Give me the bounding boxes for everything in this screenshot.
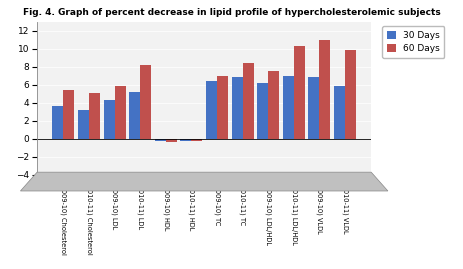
Bar	[333, 86, 344, 139]
Bar	[282, 76, 293, 139]
Bar	[129, 92, 140, 139]
Bar	[307, 77, 319, 139]
Bar	[114, 86, 125, 139]
Bar	[180, 139, 191, 141]
Bar	[206, 81, 217, 139]
Bar	[268, 71, 279, 139]
Bar	[191, 139, 202, 141]
Legend: 30 Days, 60 Days: 30 Days, 60 Days	[382, 26, 444, 58]
Bar	[154, 139, 165, 141]
Bar	[293, 46, 304, 139]
Text: Fig. 4. Graph of percent decrease in lipid profile of hypercholesterolemic subje: Fig. 4. Graph of percent decrease in lip…	[23, 8, 440, 17]
Bar	[52, 106, 63, 139]
Bar	[344, 50, 355, 139]
Bar	[257, 83, 268, 139]
Polygon shape	[20, 172, 387, 191]
Bar	[103, 100, 114, 139]
Bar	[63, 90, 74, 139]
Bar	[78, 110, 89, 139]
Bar	[217, 76, 227, 139]
Bar	[140, 65, 151, 139]
Bar	[89, 93, 100, 139]
Bar	[165, 139, 176, 142]
Bar	[319, 40, 330, 139]
Bar	[242, 63, 253, 139]
Bar	[231, 77, 242, 139]
